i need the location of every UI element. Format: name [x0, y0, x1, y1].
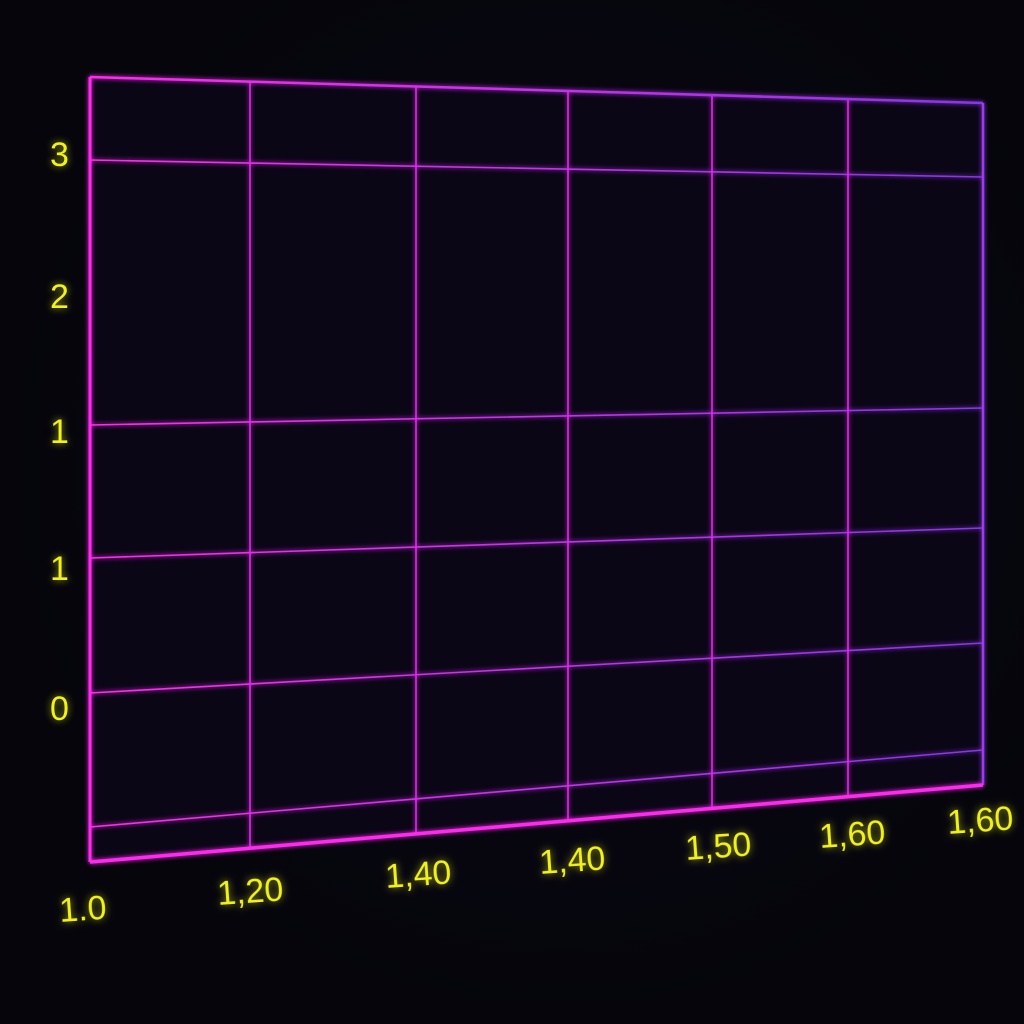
x-tick-label: 1.0	[58, 889, 108, 930]
frame-top	[89, 75, 984, 105]
horizontal-gridline	[89, 749, 984, 828]
x-axis-line	[89, 783, 984, 864]
x-tick-label: 1,60	[946, 799, 1015, 842]
grid	[88, 75, 985, 864]
x-tick-label: 1,40	[384, 853, 453, 896]
x-tick-label: 1,20	[216, 870, 285, 913]
y-tick-label: 1	[50, 413, 69, 451]
x-axis-ticks: 1.0 1,20 1,40 1,40 1,50 1,60 1,60	[58, 799, 1015, 930]
x-tick-label: 1,50	[684, 825, 753, 868]
horizontal-gridline	[89, 159, 984, 178]
horizontal-gridline	[89, 407, 984, 426]
x-tick-label: 1,60	[818, 813, 887, 856]
x-tick-label: 1,40	[538, 839, 607, 882]
y-tick-label: 0	[50, 690, 69, 728]
y-tick-label: 1	[50, 550, 69, 588]
y-tick-label: 2	[50, 278, 69, 316]
y-axis-ticks: 3 2 1 1 0	[50, 136, 69, 728]
plot-area	[90, 77, 983, 862]
horizontal-gridline	[89, 642, 984, 694]
horizontal-gridline	[89, 527, 984, 559]
y-tick-label: 3	[50, 136, 69, 174]
